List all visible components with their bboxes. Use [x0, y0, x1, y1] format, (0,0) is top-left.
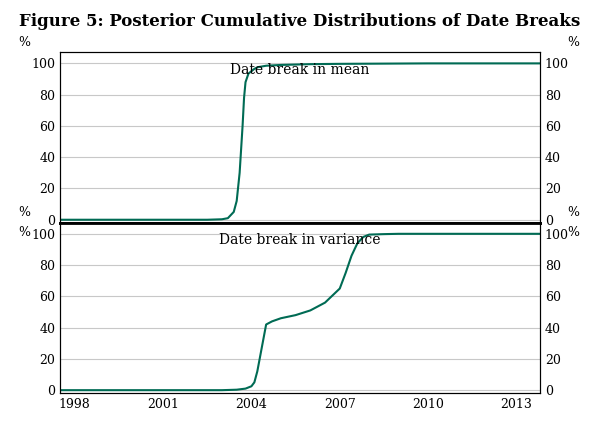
Text: Date break in variance: Date break in variance — [219, 233, 381, 247]
Text: %: % — [18, 226, 30, 239]
Text: %: % — [568, 36, 580, 49]
Text: Date break in mean: Date break in mean — [230, 62, 370, 76]
Text: %: % — [568, 206, 580, 219]
Text: %: % — [568, 226, 580, 239]
Text: Figure 5: Posterior Cumulative Distributions of Date Breaks: Figure 5: Posterior Cumulative Distribut… — [19, 13, 581, 30]
Text: %: % — [18, 36, 30, 49]
Text: %: % — [18, 206, 30, 219]
